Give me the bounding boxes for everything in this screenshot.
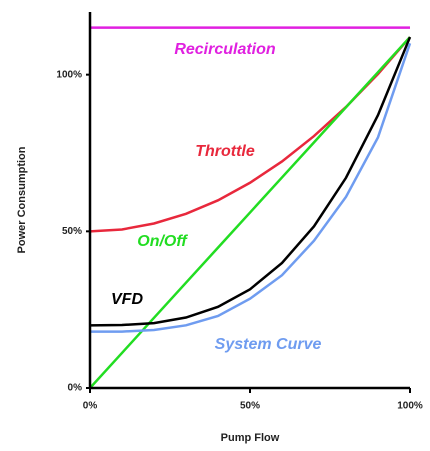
y-tick-label: 0% <box>68 383 83 394</box>
series-line <box>89 36 411 233</box>
series-label: VFD <box>111 291 143 308</box>
series-label: Throttle <box>195 143 255 160</box>
series-label: Recirculation <box>174 41 276 58</box>
series-line <box>89 36 412 327</box>
series-label: System Curve <box>215 336 322 353</box>
x-tick-label: 50% <box>240 401 260 412</box>
x-axis-title: Pump Flow <box>221 432 280 444</box>
y-tick-label: 100% <box>56 69 82 80</box>
y-axis-title: Power Consumption <box>16 146 28 253</box>
y-tick-label: 50% <box>62 226 82 237</box>
x-tick-label: 100% <box>397 401 423 412</box>
series-label: On/Off <box>137 233 188 250</box>
series-line <box>90 42 412 333</box>
x-tick-label: 0% <box>83 401 98 412</box>
